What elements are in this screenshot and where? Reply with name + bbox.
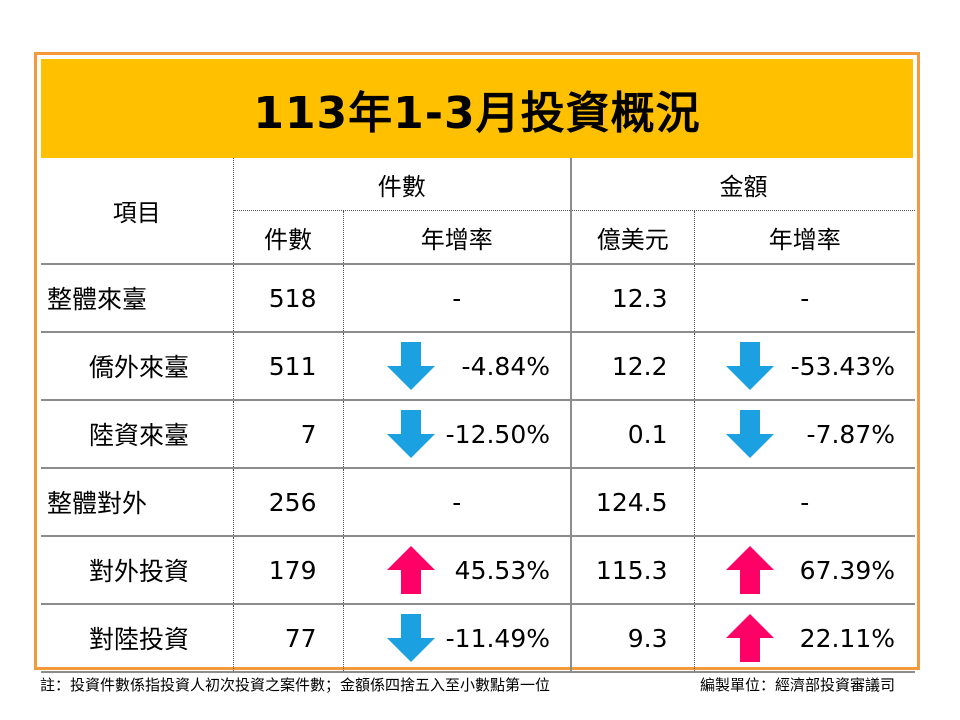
amount-value: 12.3 [611,283,668,313]
header-item: 項目 [41,158,234,265]
count-rate: -12.50% [445,419,550,449]
amount-rate: 22.11% [799,623,895,653]
row-label: 僑外來臺 [89,353,190,382]
page-title: 113年1-3月投資概況 [253,87,701,139]
count-value: 256 [268,487,317,517]
header-sub-amount-rate: 年增率 [694,210,915,265]
count-value: 511 [268,351,317,381]
amount-value: 124.5 [595,487,668,517]
title-bar: 113年1-3月投資概況 [41,59,913,158]
up-arrow-icon [725,546,774,594]
table-row: 僑外來臺 511 -4.84% 12.2 -53.43% [41,332,915,401]
amount-value: 115.3 [595,555,668,585]
header-row-1: 項目 件數 金額 [41,158,915,265]
table-row: 整體來臺 518 - 12.3 - [41,264,915,333]
down-arrow-icon [725,410,774,458]
slide-frame: 113年1-3月投資概況 項目 件數 金額 件數 年增率 億美元 年增率 整體來… [34,52,920,673]
row-label: 對陸投資 [89,625,190,654]
header-sub-count-rate: 年增率 [343,210,572,265]
count-rate: - [452,487,462,517]
table-row: 對陸投資 77 -11.49% 9.3 22.11% [41,604,915,673]
down-arrow-icon [386,614,435,662]
down-arrow-icon [725,342,774,390]
amount-value: 9.3 [627,623,668,653]
count-rate: -11.49% [445,623,550,653]
amount-rate: 67.39% [799,555,895,585]
count-rate: -4.84% [461,351,550,381]
header-row-2: 件數 年增率 億美元 年增率 [41,210,915,265]
row-label: 陸資來臺 [89,421,190,450]
amount-rate: -7.87% [806,419,895,449]
row-label: 整體對外 [47,489,148,518]
amount-value: 0.1 [627,419,668,449]
row-label: 整體來臺 [47,285,148,314]
amount-value: 12.2 [611,351,668,381]
amount-rate: -53.43% [790,351,895,381]
count-rate: - [452,283,462,313]
count-rate: 45.53% [454,555,550,585]
investment-table: 項目 件數 金額 件數 年增率 億美元 年增率 整體來臺 518 - 12.3 - 僑外來… [41,158,915,673]
count-value: 7 [300,419,317,449]
up-arrow-icon [725,614,774,662]
table-row: 對外投資 179 45.53% 115.3 67.39% [41,536,915,605]
count-value: 518 [268,283,317,313]
amount-rate: - [800,487,810,517]
header-sub-amount: 億美元 [571,210,695,265]
table-row: 整體對外 256 - 124.5 - [41,468,915,537]
count-value: 77 [284,623,317,653]
header-group-amount: 金額 [571,158,915,211]
count-value: 179 [268,555,317,585]
footnote: 註：投資件數係指投資人初次投資之案件數；金額係四捨五入至小數點第一位 [40,676,551,694]
header-sub-count: 件數 [233,210,344,265]
down-arrow-icon [386,342,435,390]
row-label: 對外投資 [89,557,190,586]
table-row: 陸資來臺 7 -12.50% 0.1 -7.87% [41,400,915,469]
source-note: 編製單位：經濟部投資審議司 [700,676,896,694]
down-arrow-icon [386,410,435,458]
up-arrow-icon [386,546,435,594]
amount-rate: - [800,283,810,313]
header-group-count: 件數 [233,158,572,211]
